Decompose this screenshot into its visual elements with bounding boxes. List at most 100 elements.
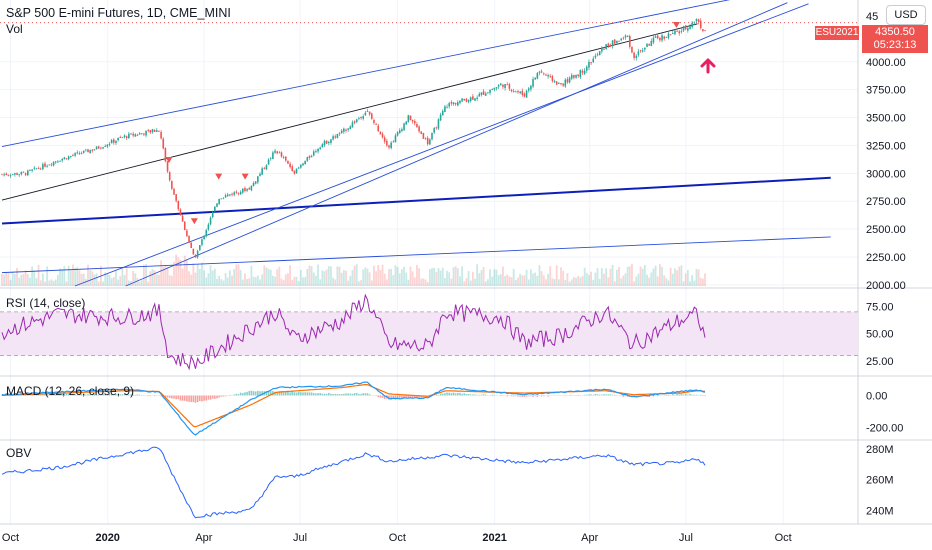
candle-body bbox=[644, 47, 646, 50]
candle-body bbox=[530, 85, 532, 90]
candle-body bbox=[274, 150, 276, 153]
macd-histogram-bar bbox=[37, 394, 40, 396]
obv-line bbox=[1, 446, 706, 519]
volume-bar bbox=[598, 278, 601, 286]
candle-body bbox=[300, 164, 302, 168]
candle-body bbox=[491, 89, 493, 90]
rsi-tick-label: 25.00 bbox=[866, 356, 894, 368]
volume-bar bbox=[609, 268, 612, 286]
macd-histogram-bar bbox=[222, 395, 225, 397]
volume-bar bbox=[592, 279, 595, 286]
volume-bar bbox=[173, 261, 175, 286]
volume-bar bbox=[643, 265, 646, 286]
volume-bar bbox=[570, 279, 573, 286]
volume-bar bbox=[527, 279, 530, 286]
candle-body bbox=[497, 85, 500, 87]
obv-tick-label: 240M bbox=[866, 505, 894, 517]
chart-title[interactable]: S&P 500 E-mini Futures, 1D, CME_MINI bbox=[6, 6, 231, 20]
volume-bar bbox=[581, 276, 584, 286]
candle-body bbox=[510, 89, 513, 92]
rsi-label[interactable]: RSI (14, close) bbox=[6, 296, 86, 310]
macd-histogram-bar bbox=[607, 394, 610, 396]
candle-body bbox=[562, 83, 564, 86]
volume-bar bbox=[456, 268, 459, 286]
currency-button[interactable]: USD bbox=[886, 5, 926, 25]
obv-tick-label: 280M bbox=[866, 444, 894, 456]
macd-histogram-bar bbox=[254, 391, 257, 396]
macd-histogram-bar bbox=[461, 393, 463, 396]
candle-body bbox=[134, 134, 137, 137]
candle-body bbox=[295, 168, 298, 174]
volume-bar bbox=[562, 271, 565, 286]
candle-body bbox=[261, 168, 263, 175]
macd-histogram-bar bbox=[446, 392, 448, 396]
macd-histogram-bar bbox=[620, 395, 622, 397]
macd-histogram-bar bbox=[110, 393, 113, 396]
volume-bar bbox=[280, 278, 283, 286]
candle-body bbox=[656, 35, 659, 39]
candle-body bbox=[371, 113, 373, 119]
volume-bar bbox=[454, 266, 457, 286]
obv-label[interactable]: OBV bbox=[6, 446, 32, 460]
macd-histogram-bar bbox=[454, 393, 457, 396]
volume-bar bbox=[474, 278, 476, 286]
candle-body bbox=[534, 77, 536, 80]
volume-bar bbox=[616, 269, 618, 286]
macd-histogram-bar bbox=[532, 395, 534, 397]
macd-histogram-bar bbox=[330, 393, 332, 396]
candle-body bbox=[48, 164, 51, 166]
volume-bar bbox=[334, 279, 337, 286]
candle-body bbox=[113, 139, 115, 143]
volume-bar bbox=[639, 266, 642, 286]
macd-label[interactable]: MACD (12, 26, close, 9) bbox=[6, 384, 135, 398]
candle-body bbox=[20, 171, 23, 175]
volume-bar bbox=[439, 270, 442, 286]
macd-histogram-bar bbox=[665, 394, 668, 396]
volume-bar bbox=[467, 271, 470, 286]
candle-body bbox=[192, 248, 195, 255]
macd-histogram-bar bbox=[48, 394, 51, 396]
candle-body bbox=[22, 171, 25, 173]
macd-histogram-bar bbox=[345, 393, 347, 396]
candle-body bbox=[168, 172, 171, 181]
macd-histogram-bar bbox=[136, 394, 139, 396]
volume-bar bbox=[224, 272, 227, 286]
volume-bar bbox=[557, 279, 560, 286]
candle-body bbox=[67, 156, 70, 160]
macd-histogram-bar bbox=[61, 393, 63, 396]
candle-body bbox=[211, 212, 214, 218]
macd-histogram-bar bbox=[95, 394, 98, 396]
candle-body bbox=[646, 43, 648, 47]
candle-body bbox=[196, 250, 199, 258]
volume-bar bbox=[158, 274, 160, 286]
macd-histogram-bar bbox=[91, 394, 94, 396]
volume-label[interactable]: Vol bbox=[6, 22, 23, 36]
volume-bar bbox=[538, 265, 541, 286]
volume-bar bbox=[121, 267, 124, 286]
volume-bar bbox=[26, 274, 29, 286]
macd-histogram-bar bbox=[493, 394, 496, 396]
candle-body bbox=[575, 75, 577, 78]
trendlines[interactable] bbox=[1, 0, 831, 287]
candle-body bbox=[207, 224, 210, 230]
signal-marker bbox=[241, 173, 249, 180]
candle-body bbox=[469, 97, 472, 101]
macd-histogram-bar bbox=[274, 391, 276, 396]
macd-histogram-bar bbox=[173, 395, 175, 399]
macd-histogram-bar bbox=[239, 392, 242, 396]
candle-body bbox=[95, 146, 98, 150]
volume-bar bbox=[179, 259, 182, 286]
volume-bar bbox=[659, 264, 661, 286]
volume-bar bbox=[512, 268, 515, 286]
volume-bar bbox=[426, 281, 429, 286]
candle-body bbox=[416, 124, 418, 127]
volume-bar bbox=[229, 270, 231, 286]
candle-body bbox=[519, 91, 521, 94]
candle-body bbox=[336, 133, 339, 138]
candle-body bbox=[308, 156, 311, 158]
candle-body bbox=[495, 87, 498, 89]
rsi-tick-label: 75.00 bbox=[866, 301, 894, 313]
volume-bar bbox=[499, 274, 502, 286]
volume-bar bbox=[287, 273, 289, 286]
